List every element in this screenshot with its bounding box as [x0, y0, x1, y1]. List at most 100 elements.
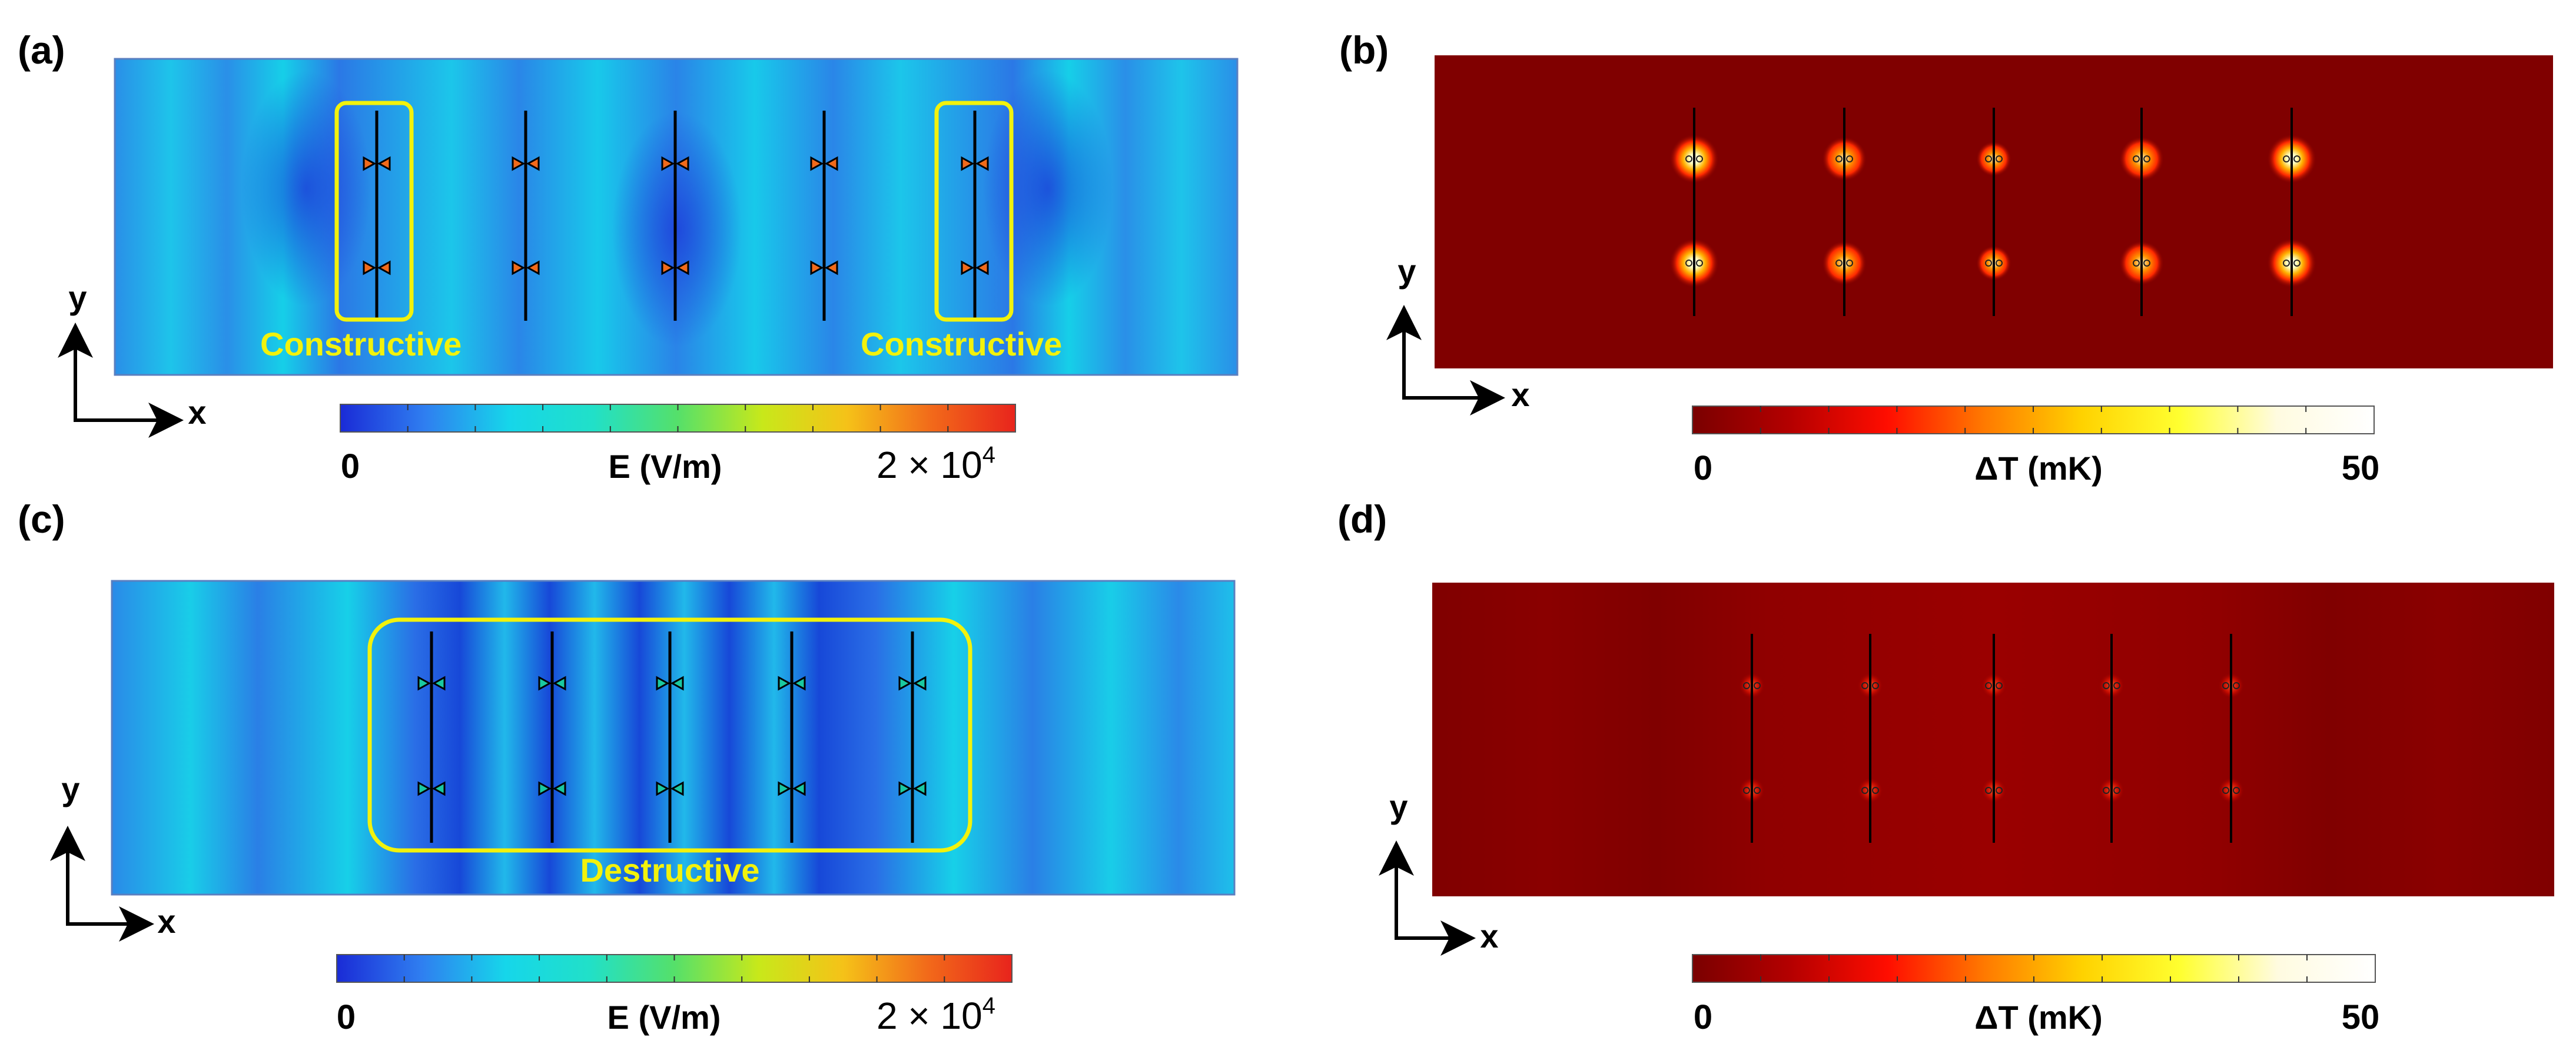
antenna-d-2	[1861, 634, 1879, 843]
antenna-a-2	[512, 111, 540, 321]
panel-a: (a) Constructive Constructive y x 0 E (V…	[18, 28, 1239, 486]
bowtie-gap	[661, 156, 689, 171]
panel-c: (c) Destructive y x 0 E (V/m) 2 × 104	[18, 497, 1236, 1037]
y-axis-label-d: y	[1389, 788, 1407, 825]
colorbar-a-max-exponent: 4	[982, 442, 995, 468]
bowtie-gap	[538, 676, 566, 691]
gap-marker	[2103, 682, 2110, 689]
antenna-b-5	[2283, 108, 2301, 316]
gap-marker	[1985, 682, 1992, 689]
y-axis-label-a: y	[68, 279, 87, 316]
bowtie-gap	[363, 260, 391, 275]
colorbar-b-min-label: 0	[1694, 449, 1712, 487]
colorbar-d-min-label: 0	[1694, 998, 1712, 1036]
gap-marker	[2283, 260, 2290, 267]
panel-label-c: (c)	[18, 497, 65, 541]
gap-marker	[2233, 787, 2240, 794]
x-axis-label-d: x	[1480, 918, 1498, 955]
bowtie-gap	[810, 260, 838, 275]
efield-map-c-frame	[111, 580, 1236, 896]
antenna-b-1	[1685, 108, 1703, 316]
low-field-lobe	[241, 71, 371, 306]
panel-label-a: (a)	[18, 28, 65, 72]
gap-marker	[1754, 682, 1761, 689]
gap-marker	[1872, 682, 1879, 689]
colorbar-b-quantity-label: ΔT (mK)	[1974, 450, 2103, 487]
highlight-box-left-a	[334, 101, 414, 322]
panel-b: (b) y x 0 ΔT (mK) 50	[1339, 28, 2553, 487]
gap-marker	[1685, 155, 1692, 162]
gap-marker	[1985, 787, 1992, 794]
antenna-array-b	[1685, 108, 2301, 316]
bowtie-gap	[656, 676, 684, 691]
antenna-d-4	[2103, 634, 2120, 843]
thermal-map-d-hotspots	[1739, 673, 2244, 803]
gap-marker	[1696, 260, 1703, 267]
gap-marker	[1754, 787, 1761, 794]
colorbar-d: 0 ΔT (mK) 50	[1692, 954, 2380, 1036]
antenna-a-4	[810, 111, 838, 321]
colorbar-c-ticks	[403, 955, 945, 982]
gap-marker	[2233, 682, 2240, 689]
colorbar-c: 0 E (V/m) 2 × 104	[336, 954, 1013, 1037]
colorbar-c-max-base: 2 × 10	[877, 995, 982, 1037]
constructive-label-left-a: Constructive	[260, 325, 462, 363]
axis-triad-d: y x	[1379, 788, 1499, 956]
gap-marker	[1835, 155, 1843, 162]
y-axis-label-c: y	[61, 770, 79, 807]
antenna-array-a	[363, 111, 989, 321]
axis-triad-b: y x	[1386, 252, 1530, 416]
antenna-array-c	[417, 631, 927, 843]
gap-marker	[2133, 155, 2140, 162]
x-axis-label-a: x	[188, 394, 206, 431]
bowtie-gap	[417, 781, 446, 796]
gap-marker	[1996, 682, 2003, 689]
y-axis-label-b: y	[1397, 252, 1416, 290]
antenna-c-5	[898, 631, 927, 843]
gap-marker	[2113, 787, 2120, 794]
efield-map-c-field	[112, 581, 1234, 895]
axis-triad-a: y x	[58, 279, 207, 438]
gap-marker	[1835, 260, 1843, 267]
gap-marker	[2143, 260, 2150, 267]
panel-d: (d) y x 0 ΔT (mK) 50	[1337, 497, 2554, 1036]
efield-map-c	[111, 580, 1236, 896]
gap-marker	[2143, 155, 2150, 162]
axis-triad-c: y x	[50, 770, 176, 942]
gap-marker	[1996, 787, 2003, 794]
x-axis-label-b: x	[1511, 376, 1529, 413]
bowtie-gap	[661, 260, 689, 275]
antenna-c-4	[778, 631, 806, 843]
colorbar-a-quantity-label: E (V/m)	[609, 448, 722, 485]
gap-marker	[1696, 155, 1703, 162]
gap-marker	[1996, 155, 2003, 162]
highlight-box-right-a	[934, 101, 1014, 322]
colorbar-d-max-label: 50	[2342, 998, 2380, 1036]
colorbar-b-ticks	[1760, 406, 2307, 434]
gap-marker	[1685, 260, 1692, 267]
bowtie-gap	[778, 781, 806, 796]
gap-marker	[2293, 155, 2301, 162]
gap-marker	[1743, 682, 1750, 689]
colorbar-b: 0 ΔT (mK) 50	[1692, 405, 2380, 487]
colorbar-b-max-label: 50	[2342, 449, 2380, 487]
panel-label-b: (b)	[1339, 28, 1389, 72]
panel-label-d: (d)	[1337, 497, 1387, 541]
colorbar-c-min-label: 0	[337, 998, 356, 1036]
gap-marker	[1985, 260, 1992, 267]
low-field-lobe	[612, 112, 742, 347]
antenna-d-5	[2222, 634, 2240, 843]
antenna-d-1	[1743, 634, 1761, 843]
gap-marker	[2103, 787, 2110, 794]
colorbar-c-quantity-label: E (V/m)	[608, 999, 721, 1036]
bowtie-gap	[512, 260, 540, 275]
bowtie-gap	[810, 156, 838, 171]
gap-marker	[1996, 260, 2003, 267]
colorbar-c-max-exponent: 4	[982, 993, 995, 1019]
gap-marker	[1846, 260, 1853, 267]
bowtie-gap	[512, 156, 540, 171]
antenna-c-3	[656, 631, 684, 843]
gap-marker	[1743, 787, 1750, 794]
bowtie-gap	[538, 781, 566, 796]
